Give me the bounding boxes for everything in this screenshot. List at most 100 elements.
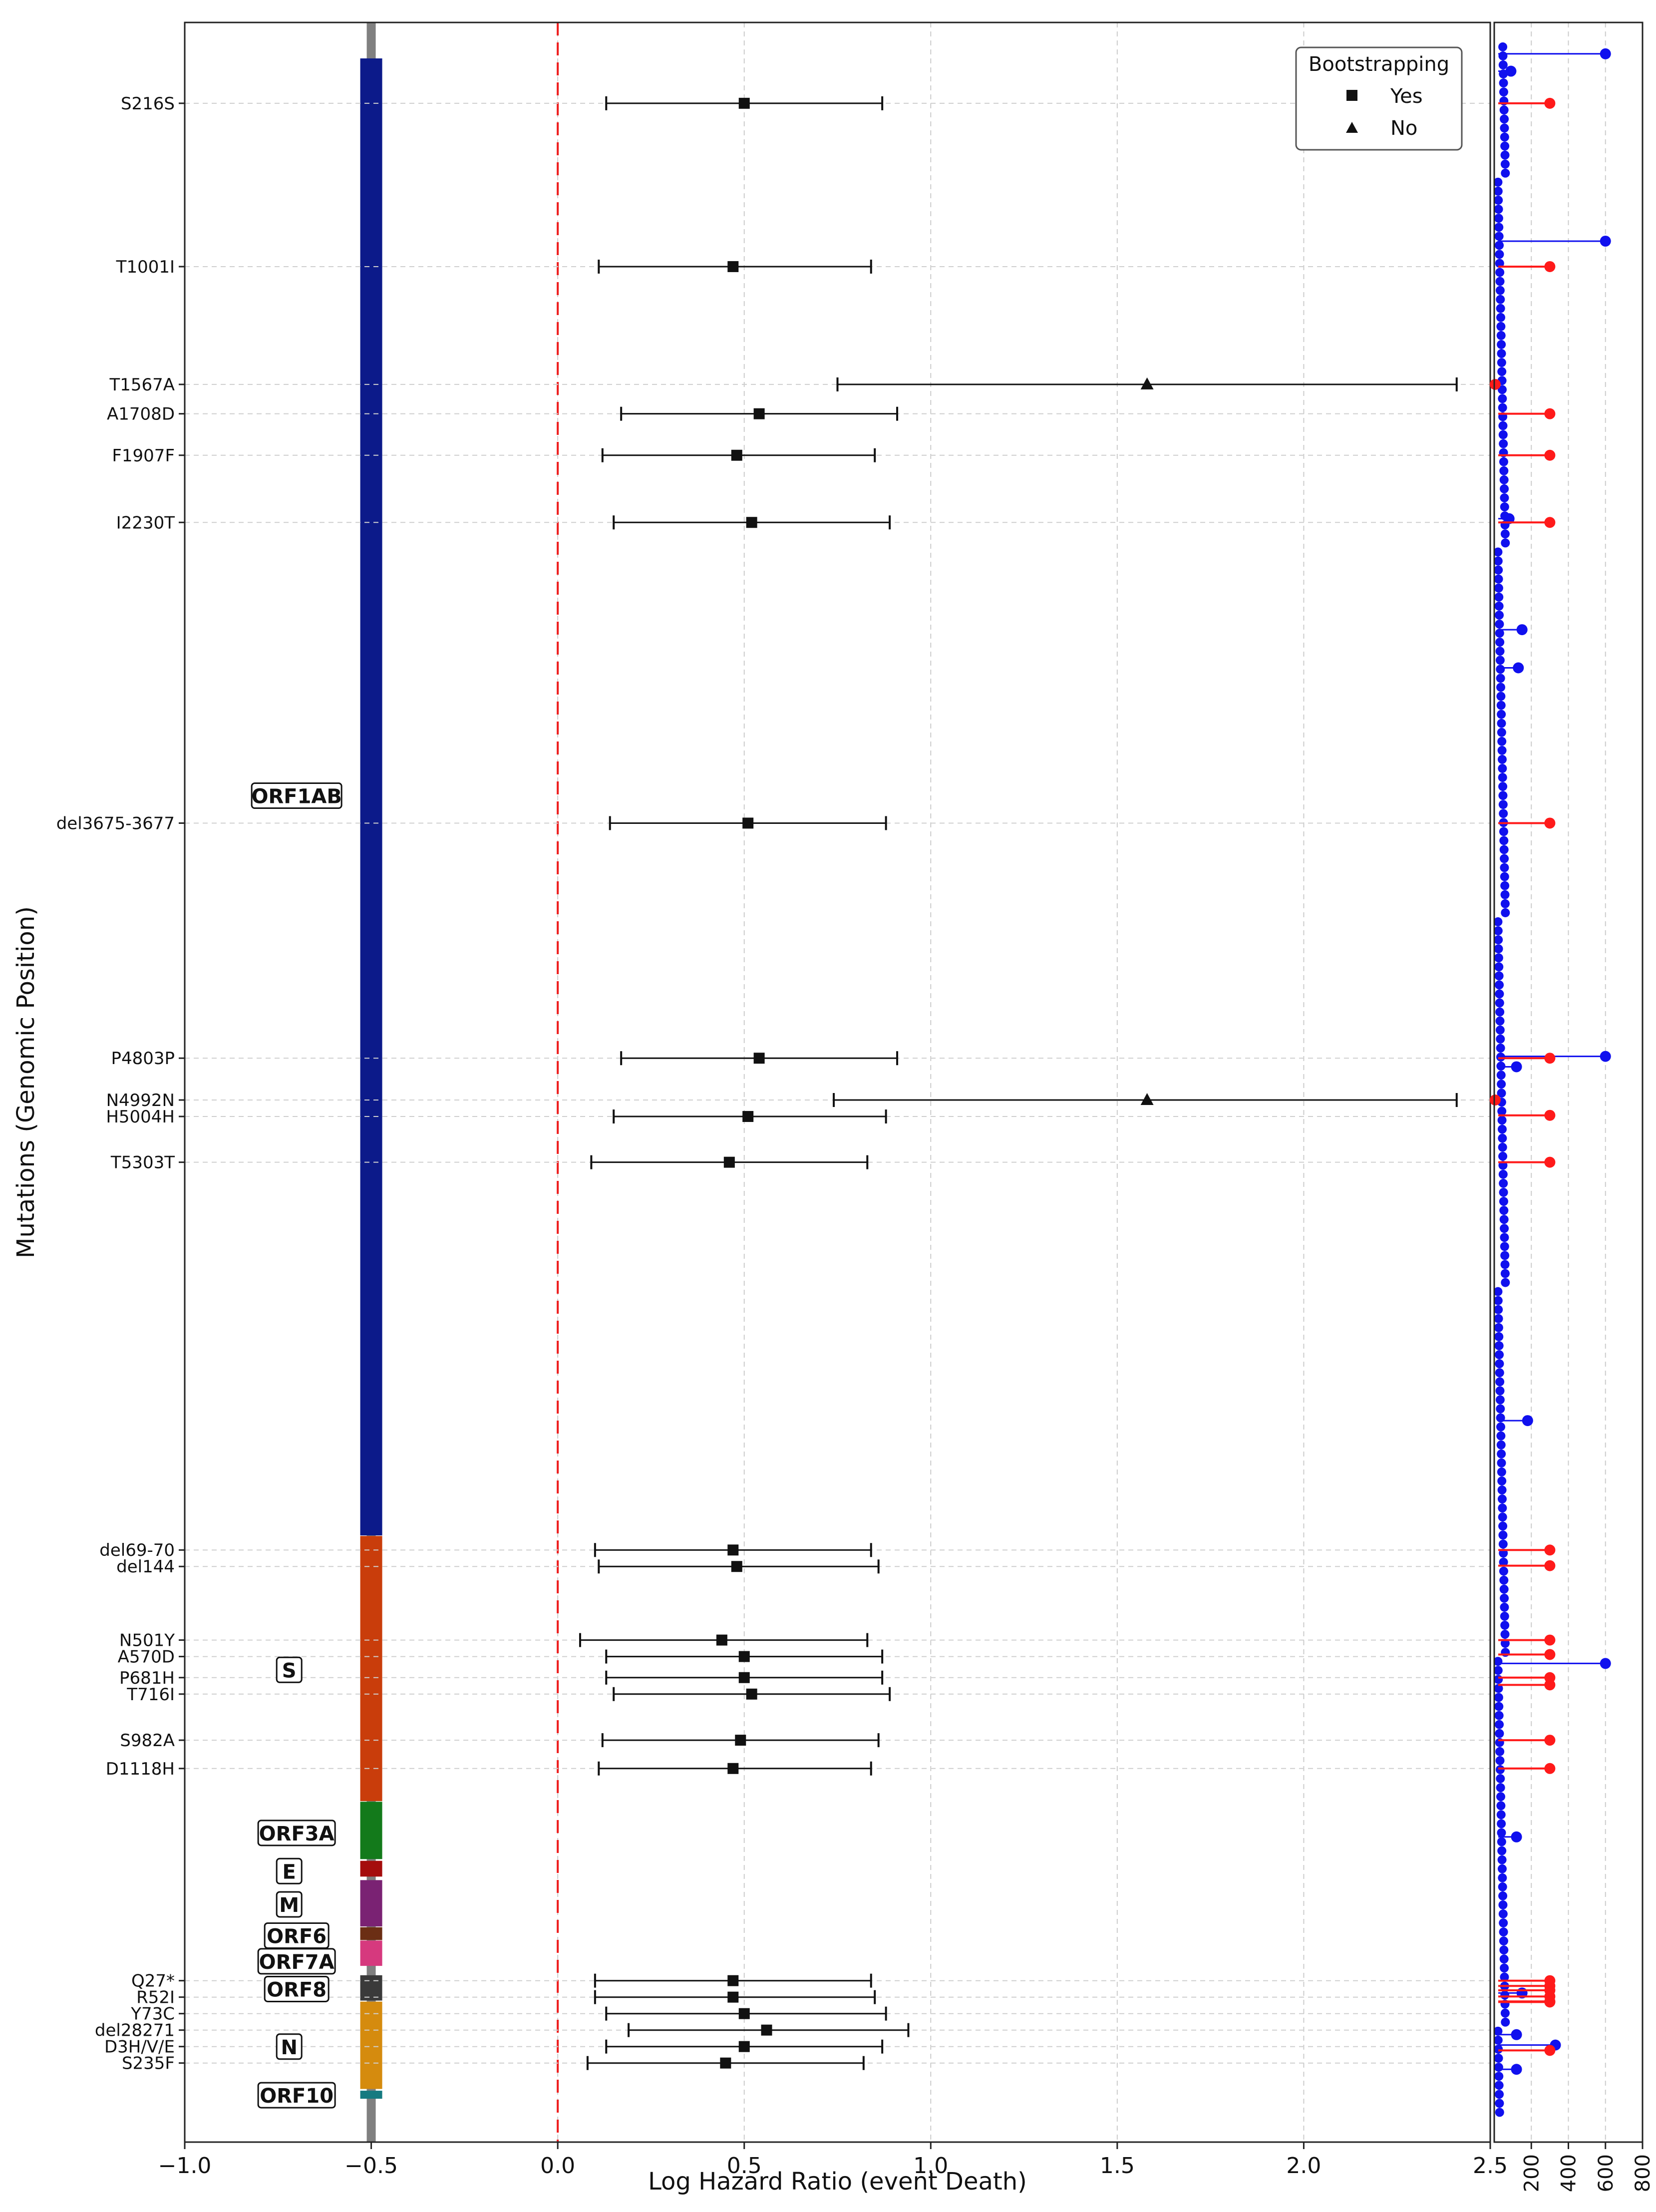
mutation-label: S216S — [121, 94, 175, 114]
minor-count-marker — [1499, 1945, 1509, 1955]
minor-count-marker — [1497, 1124, 1507, 1134]
minor-count-marker — [1499, 1936, 1508, 1946]
side-x-tick-label: 200 — [1520, 2154, 1543, 2192]
minor-count-marker — [1499, 1187, 1508, 1197]
gene-segment-orf10 — [360, 2091, 382, 2099]
minor-count-marker — [1499, 1206, 1509, 1215]
minor-count-marker — [1496, 1783, 1505, 1793]
mutation-label: P4803P — [111, 1049, 175, 1069]
minor-count-marker — [1494, 1693, 1503, 1702]
minor-count-marker — [1497, 1115, 1507, 1125]
minor-count-marker — [1495, 1386, 1505, 1396]
mutation-label: D3H/V/E — [104, 2037, 175, 2057]
significant-marker — [1544, 261, 1556, 272]
minor-count-marker — [1500, 502, 1509, 512]
minor-count-marker — [1497, 710, 1506, 719]
minor-count-marker — [1493, 1287, 1503, 1296]
mutation-label: Y73C — [130, 2004, 175, 2024]
main-x-axis: −1.0 −0.5 0.0 0.5 1.0 1.5 2.0 2.5 — [158, 2142, 1508, 2179]
count-marker — [1503, 513, 1515, 524]
significant-marker — [1544, 1634, 1556, 1646]
minor-count-marker — [1498, 403, 1507, 412]
minor-count-marker — [1495, 1756, 1505, 1765]
mutation-label: A570D — [118, 1647, 175, 1667]
minor-count-marker — [1500, 854, 1509, 863]
mutation-label: H5004H — [106, 1107, 175, 1127]
mutation-label: R52I — [136, 1988, 175, 2008]
mutation-label: del69-70 — [99, 1540, 175, 1560]
minor-count-marker — [1496, 1043, 1505, 1053]
minor-count-marker — [1494, 583, 1503, 593]
minor-count-marker — [1499, 809, 1508, 818]
minor-count-marker — [1496, 1792, 1505, 1802]
estimate-square — [731, 1561, 742, 1572]
minor-count-marker — [1499, 836, 1509, 845]
estimate-square — [727, 261, 739, 272]
minor-count-marker — [1497, 1864, 1507, 1873]
significant-marker — [1544, 1735, 1556, 1746]
minor-count-marker — [1497, 1467, 1506, 1476]
minor-count-marker — [1495, 1765, 1505, 1775]
mutation-label: T1001I — [116, 257, 175, 277]
minor-count-marker — [1497, 1855, 1507, 1864]
minor-count-marker — [1500, 890, 1510, 899]
minor-count-marker — [1498, 763, 1507, 773]
mutation-label: I2230T — [116, 513, 175, 533]
gene-label-orf10: ORF10 — [260, 2085, 333, 2108]
significant-marker — [1544, 1156, 1556, 1168]
minor-count-marker — [1499, 78, 1508, 88]
mutation-label: F1907F — [112, 446, 175, 466]
significant-marker — [1544, 1763, 1556, 1774]
minor-count-marker — [1499, 1197, 1508, 1206]
gene-segment-orf3a — [360, 1802, 382, 1859]
minor-count-marker — [1494, 574, 1503, 584]
minor-count-marker — [1497, 1106, 1507, 1116]
minor-count-marker — [1496, 313, 1505, 322]
minor-count-marker — [1494, 971, 1504, 981]
minor-count-marker — [1495, 1007, 1505, 1017]
minor-count-marker — [1497, 349, 1506, 359]
count-marker — [1522, 1415, 1533, 1427]
significant-marker — [1544, 817, 1556, 829]
estimate-square — [727, 1975, 739, 1986]
minor-count-marker — [1495, 1368, 1504, 1378]
estimate-square — [727, 1991, 739, 2003]
gene-label-box — [257, 1948, 336, 1975]
significant-marker — [1544, 517, 1556, 528]
x-tick-label: 1.0 — [913, 2153, 948, 2179]
estimate-square — [727, 1763, 739, 1774]
minor-count-marker — [1498, 42, 1508, 51]
count-marker — [1511, 1061, 1522, 1073]
minor-count-marker — [1498, 773, 1507, 782]
minor-count-marker — [1498, 1900, 1508, 1909]
x-tick-label: 1.5 — [1100, 2153, 1135, 2179]
minor-count-marker — [1495, 647, 1505, 656]
minor-count-marker — [1499, 1215, 1509, 1224]
gene-segment-n — [360, 2001, 382, 2089]
minor-count-marker — [1495, 619, 1504, 629]
gene-label-box — [276, 1857, 303, 1884]
minor-count-marker — [1495, 1025, 1505, 1035]
legend-entry-no: No — [1390, 117, 1417, 140]
gene-label-box — [251, 782, 342, 809]
x-tick-label: 0.0 — [540, 2153, 575, 2179]
minor-count-marker — [1493, 2026, 1503, 2036]
minor-count-marker — [1501, 1278, 1510, 1287]
minor-count-marker — [1498, 1539, 1508, 1549]
minor-count-marker — [1500, 1593, 1509, 1603]
minor-count-marker — [1499, 1584, 1509, 1594]
minor-count-marker — [1494, 2054, 1503, 2063]
gene-label-orf7a: ORF7A — [259, 1951, 334, 1974]
minor-count-marker — [1497, 754, 1507, 764]
x-tick-label: −1.0 — [158, 2153, 212, 2179]
estimate-square — [727, 1544, 739, 1556]
minor-count-marker — [1499, 1954, 1509, 1964]
significant-marker — [1544, 1053, 1556, 1064]
minor-count-marker — [1494, 601, 1504, 611]
minor-count-marker — [1495, 1377, 1505, 1387]
minor-count-marker — [1494, 223, 1504, 232]
minor-count-marker — [1500, 484, 1509, 494]
y-axis-label: Mutations (Genomic Position) — [12, 906, 40, 1258]
minor-count-marker — [1495, 2099, 1504, 2108]
minor-count-marker — [1495, 1016, 1505, 1026]
